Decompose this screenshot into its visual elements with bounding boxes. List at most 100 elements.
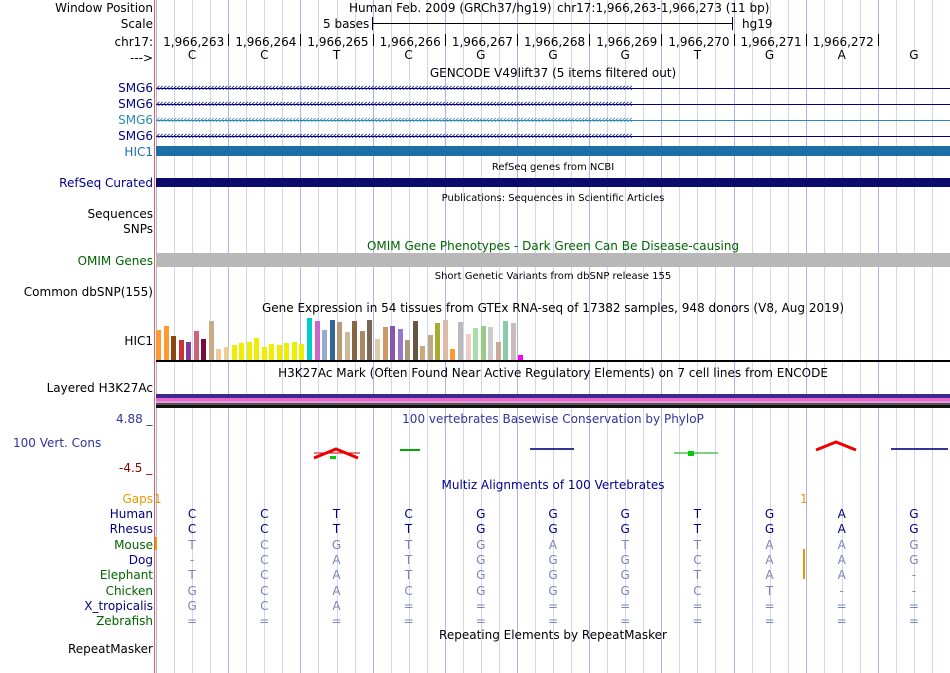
phylop-graph[interactable]: [156, 436, 950, 464]
gene-label-hic1[interactable]: HIC1: [124, 145, 153, 159]
gene-label-smg6[interactable]: SMG6: [118, 81, 153, 95]
phylop-title[interactable]: 100 vertebrates Basewise Conservation by…: [402, 412, 704, 426]
gtex-tissue-bar[interactable]: [246, 342, 252, 360]
gtex-title[interactable]: Gene Expression in 54 tissues from GTEx …: [261, 301, 845, 315]
gtex-tissue-bar[interactable]: [458, 322, 463, 360]
gtex-tissue-bar[interactable]: [359, 331, 365, 360]
omim-gene-bar[interactable]: [156, 253, 950, 267]
omim-title[interactable]: OMIM Gene Phenotypes - Dark Green Can Be…: [366, 239, 740, 253]
gtex-tissue-bar[interactable]: [254, 338, 260, 360]
gtex-tissue-bar[interactable]: [322, 330, 328, 360]
h3k27ac-title[interactable]: H3K27Ac Mark (Often Found Near Active Re…: [278, 366, 828, 380]
gtex-tissue-bar[interactable]: [390, 326, 395, 360]
repeatmasker-title[interactable]: Repeating Elements by RepeatMasker: [439, 628, 667, 642]
dbsnp-title[interactable]: Short Genetic Variants from dbSNP releas…: [434, 271, 672, 282]
gtex-tissue-bar[interactable]: [344, 332, 350, 360]
repeatmasker-label[interactable]: RepeatMasker: [67, 642, 153, 656]
gtex-tissue-bar[interactable]: [284, 343, 290, 360]
gtex-tissue-bar[interactable]: [208, 321, 214, 360]
window-position-label: Window Position: [55, 1, 153, 15]
gtex-tissue-bar[interactable]: [480, 326, 486, 360]
grid-line: [426, 0, 428, 673]
alignment-base: T: [693, 568, 702, 583]
species-label-dog[interactable]: Dog: [128, 552, 153, 567]
gtex-tissue-bar[interactable]: [473, 328, 479, 360]
gtex-tissue-bar[interactable]: [435, 323, 441, 360]
gtex-label[interactable]: HIC1: [124, 334, 153, 348]
species-label-chicken[interactable]: Chicken: [105, 583, 153, 598]
gene-label-smg6[interactable]: SMG6: [118, 97, 153, 111]
species-label-rhesus[interactable]: Rhesus: [109, 522, 153, 537]
refseq-label[interactable]: RefSeq Curated: [59, 176, 153, 190]
species-label-mouse[interactable]: Mouse: [114, 537, 153, 552]
gtex-tissue-bar[interactable]: [171, 336, 177, 360]
gtex-tissue-bar[interactable]: [156, 330, 161, 360]
sequences-label[interactable]: Sequences: [87, 207, 153, 221]
gene-strand-arrows[interactable]: ‹‹‹‹‹‹‹‹‹‹‹‹‹‹‹‹‹‹‹‹‹‹‹‹‹‹‹‹‹‹‹‹‹‹‹‹‹‹‹‹…: [156, 113, 633, 126]
dbsnp-label[interactable]: Common dbSNP(155): [23, 285, 153, 299]
species-label-elephant[interactable]: Elephant: [99, 568, 153, 583]
gene-strand-arrows[interactable]: ‹‹‹‹‹‹‹‹‹‹‹‹‹‹‹‹‹‹‹‹‹‹‹‹‹‹‹‹‹‹‹‹‹‹‹‹‹‹‹‹…: [156, 81, 633, 94]
gtex-tissue-bar[interactable]: [465, 334, 471, 360]
gtex-tissue-bar[interactable]: [216, 349, 222, 360]
coordinate-tick: [300, 34, 302, 46]
gtex-bar-chart[interactable]: [156, 318, 950, 360]
gtex-tissue-bar[interactable]: [488, 327, 494, 360]
gtex-tissue-bar[interactable]: [367, 320, 373, 360]
gtex-tissue-bar[interactable]: [518, 355, 524, 360]
grid-line: [751, 0, 753, 673]
species-label-human[interactable]: Human: [109, 507, 153, 521]
gtex-tissue-bar[interactable]: [178, 340, 184, 360]
h3k27ac-label[interactable]: Layered H3K27Ac: [46, 381, 153, 395]
species-label-x_tropicalis[interactable]: X_tropicalis: [84, 598, 153, 613]
gtex-tissue-bar[interactable]: [382, 327, 388, 360]
gtex-tissue-bar[interactable]: [503, 321, 509, 360]
gtex-tissue-bar[interactable]: [239, 343, 244, 360]
gtex-tissue-bar[interactable]: [163, 326, 169, 360]
gtex-tissue-bar[interactable]: [201, 339, 207, 360]
gtex-tissue-bar[interactable]: [397, 329, 403, 360]
gtex-tissue-bar[interactable]: [405, 340, 411, 360]
gene-strand-arrows[interactable]: ‹‹‹‹‹‹‹‹‹‹‹‹‹‹‹‹‹‹‹‹‹‹‹‹‹‹‹‹‹‹‹‹‹‹‹‹‹‹‹‹…: [156, 97, 633, 110]
gtex-tissue-bar[interactable]: [427, 335, 433, 360]
gtex-tissue-bar[interactable]: [329, 320, 335, 360]
gtex-tissue-bar[interactable]: [261, 347, 267, 360]
coordinate-tick: [589, 34, 591, 46]
gene-label-smg6[interactable]: SMG6: [118, 129, 153, 143]
gtex-tissue-bar[interactable]: [510, 323, 516, 360]
gtex-tissue-bar[interactable]: [193, 331, 199, 360]
gene-strand-arrows[interactable]: ‹‹‹‹‹‹‹‹‹‹‹‹‹‹‹‹‹‹‹‹‹‹‹‹‹‹‹‹‹‹‹‹‹‹‹‹‹‹‹‹…: [156, 129, 633, 142]
gene-label-smg6[interactable]: SMG6: [118, 113, 153, 127]
multiz-title[interactable]: Multiz Alignments of 100 Vertebrates: [441, 478, 665, 492]
gencode-title[interactable]: GENCODE V49lift37 (5 items filtered out): [429, 66, 677, 80]
species-label-zebrafish[interactable]: Zebrafish: [96, 614, 153, 629]
gtex-tissue-bar[interactable]: [412, 321, 418, 360]
gtex-tissue-bar[interactable]: [299, 344, 305, 360]
omim-label[interactable]: OMIM Genes: [77, 254, 153, 268]
gtex-tissue-bar[interactable]: [352, 321, 358, 360]
phylop-label[interactable]: 100 Vert. Cons: [13, 436, 102, 450]
gtex-tissue-bar[interactable]: [224, 347, 229, 360]
gtex-tissue-bar[interactable]: [374, 339, 380, 360]
gtex-tissue-bar[interactable]: [495, 342, 501, 360]
gtex-tissue-bar[interactable]: [186, 342, 192, 360]
grid-line: [498, 0, 500, 673]
gtex-tissue-bar[interactable]: [450, 349, 456, 360]
gtex-tissue-bar[interactable]: [291, 342, 297, 360]
gtex-tissue-bar[interactable]: [314, 321, 320, 360]
publications-title[interactable]: Publications: Sequences in Scientific Ar…: [441, 193, 665, 204]
gtex-tissue-bar[interactable]: [307, 318, 312, 360]
snps-label[interactable]: SNPs: [123, 222, 153, 236]
coordinate-tick: [805, 34, 807, 46]
gtex-tissue-bar[interactable]: [442, 320, 448, 360]
gtex-tissue-bar[interactable]: [420, 346, 426, 360]
gaps-label[interactable]: Gaps: [122, 492, 153, 506]
gtex-tissue-bar[interactable]: [276, 345, 282, 360]
gtex-tissue-bar[interactable]: [269, 344, 275, 360]
reference-base: G: [764, 48, 775, 62]
gtex-tissue-bar[interactable]: [231, 345, 237, 360]
gtex-tissue-bar[interactable]: [337, 322, 343, 360]
gene-bar-hic1[interactable]: [156, 146, 950, 156]
refseq-title[interactable]: RefSeq genes from NCBI: [491, 162, 615, 173]
refseq-gene-bar[interactable]: [156, 178, 950, 187]
